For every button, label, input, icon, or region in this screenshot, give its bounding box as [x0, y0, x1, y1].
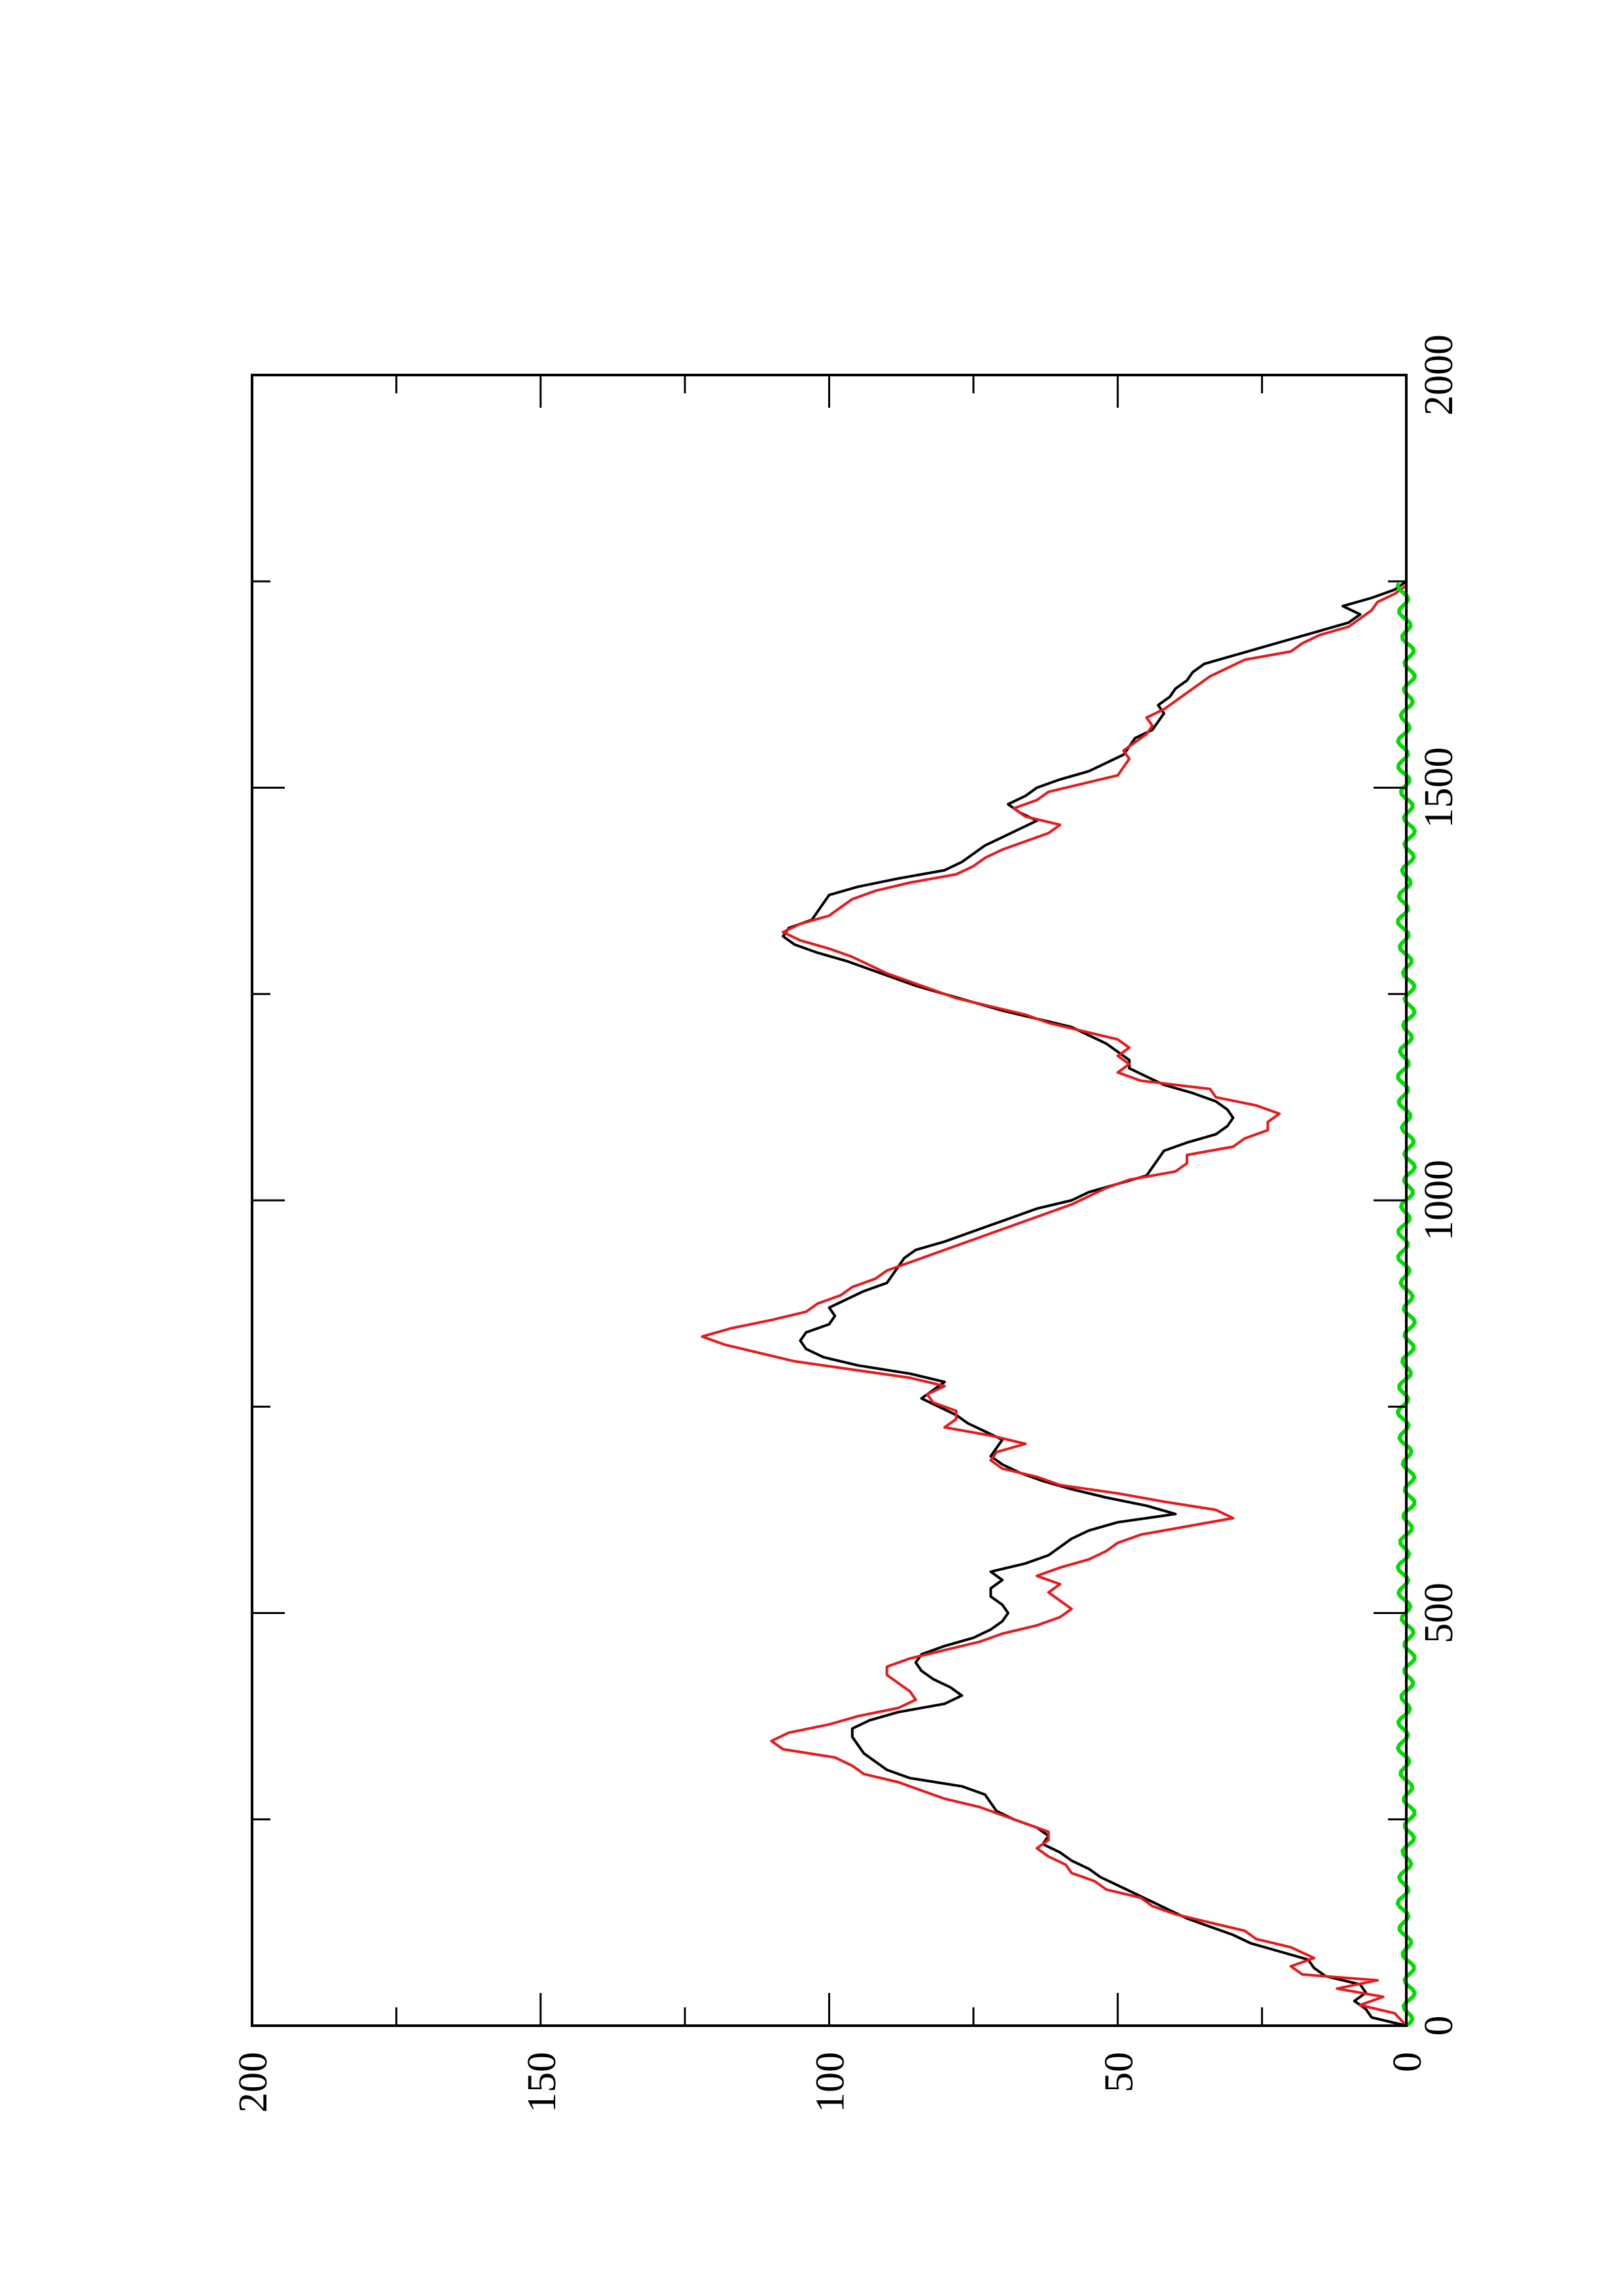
axis-ticks [251, 374, 1408, 2027]
x-tick-label: 1000 [1417, 1160, 1461, 1241]
y-tick-label: 0 [1385, 2052, 1430, 2072]
x-tick-label: 500 [1417, 1583, 1461, 1643]
axis-tick-labels: 0 500 1000 1500 2000 0 50 100 150 200 [231, 334, 1461, 2113]
x-tick-label: 0 [1417, 2016, 1461, 2036]
y-tick-label: 150 [520, 2052, 564, 2113]
y-tick-label: 50 [1097, 2052, 1141, 2092]
series-line-0 [782, 580, 1408, 2027]
y-tick-label: 200 [231, 2052, 276, 2113]
x-tick-label: 1500 [1417, 747, 1461, 829]
x-tick-label: 2000 [1417, 334, 1461, 416]
series-line-1 [701, 584, 1408, 2027]
y-tick-label: 100 [809, 2052, 853, 2113]
